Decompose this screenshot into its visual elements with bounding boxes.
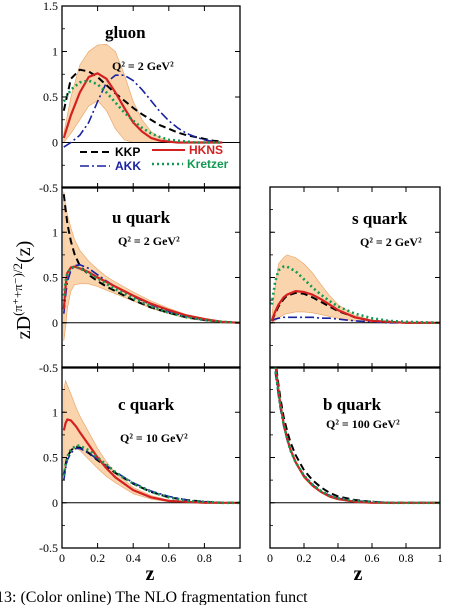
q2-label-u-quark: Q² = 2 GeV²	[118, 234, 180, 248]
x-tick-label-b-quark: 0	[267, 551, 273, 565]
panel-title-u-quark: u quark	[112, 208, 171, 227]
y-tick-label-gluon: 1.5	[43, 0, 58, 13]
panel-title-gluon: gluon	[105, 23, 146, 42]
y-tick-label-u-quark: 0.5	[43, 271, 58, 285]
y-axis-label-superscript: (π⁺+π⁻)/2	[10, 263, 25, 316]
panel-title-b-quark: b quark	[323, 395, 382, 414]
x-axis-label-right: z	[354, 563, 363, 585]
plot-area-s-quark	[270, 254, 440, 325]
x-tick-label-b-quark: 1	[437, 551, 443, 565]
x-tick-label-c-quark: 0.2	[90, 551, 105, 565]
series-kretzer-c-quark	[62, 444, 240, 505]
panel-b-quark: 0 0.2 0.4 0.6 0.8 1 b quark Q² = 100 GeV²	[267, 366, 443, 565]
x-tick-label-b-quark: 0.6	[365, 551, 380, 565]
x-tick-label-b-quark: 0.4	[331, 551, 346, 565]
y-tick-label-u-quark: 1	[52, 225, 58, 239]
y-tick-label-u-quark: 0	[52, 316, 58, 330]
series-hkns-b-quark	[274, 367, 440, 504]
y-tick-label-gluon: 0.5	[43, 90, 58, 104]
series-kretzer-u-quark	[62, 265, 240, 325]
y-tick-label-c-quark: -0.5	[39, 541, 58, 555]
series-kretzer-b-quark	[273, 367, 440, 505]
y-tick-label-gluon: 0	[52, 136, 58, 150]
plot-area-gluon	[62, 43, 240, 148]
y-tick-label-gluon: -0.5	[39, 181, 58, 195]
series-akk-gluon	[63, 74, 223, 148]
x-axis-label-left: z	[146, 563, 155, 585]
q2-label-gluon: Q² = 2 GeV²	[112, 59, 174, 73]
q2-label-s-quark: Q² = 2 GeV²	[360, 235, 422, 249]
y-tick-label-u-quark: -0.5	[39, 361, 58, 375]
uncertainty-band-s-quark	[271, 254, 440, 324]
legend-hkns-label: HKNS	[189, 143, 223, 157]
series-hkns-gluon	[62, 72, 223, 144]
x-tick-label-c-quark: 0	[59, 551, 65, 565]
y-axis-label-tail: (z)	[13, 241, 35, 263]
series-kkp-u-quark	[62, 194, 240, 324]
panel-title-c-quark: c quark	[118, 395, 175, 414]
y-tick-label-c-quark: 0.5	[43, 451, 58, 465]
legend-kretzer-label: Kretzer	[187, 157, 229, 171]
figure-caption: 13: (Color online) The NLO fragmentation…	[0, 589, 308, 605]
legend-kkp-label: KKP	[115, 145, 140, 159]
panel-s-quark: s quark Q² = 2 GeV²	[269, 186, 441, 369]
x-tick-label-c-quark: 1	[237, 551, 243, 565]
y-axis-label-main: zD	[13, 316, 35, 339]
q2-label-c-quark: Q² = 10 GeV²	[120, 431, 188, 445]
series-kretzer-gluon	[62, 79, 223, 144]
x-tick-label-c-quark: 0.8	[197, 551, 212, 565]
series-kkp-s-quark	[270, 291, 440, 324]
panel-title-s-quark: s quark	[352, 209, 408, 228]
q2-label-b-quark: Q² = 100 GeV²	[326, 417, 400, 431]
x-tick-label-c-quark: 0.6	[161, 551, 176, 565]
series-hkns-u-quark	[62, 265, 240, 324]
legend: KKP HKNS AKK Kretzer	[80, 143, 229, 173]
svg-text:zD(π⁺+π⁻)/2(z): zD(π⁺+π⁻)/2(z)	[10, 241, 35, 339]
legend-akk-label: AKK	[115, 159, 141, 173]
series-akk-b-quark	[274, 371, 440, 504]
plot-area-c-quark	[62, 379, 240, 505]
x-tick-label-b-quark: 0.2	[297, 551, 312, 565]
x-tick-label-b-quark: 0.8	[399, 551, 414, 565]
panel-gluon: -0.5 0 0.5 1 1.5 gluon Q² = 2 GeV²	[39, 0, 241, 195]
y-axis-label: zD(π⁺+π⁻)/2(z)	[10, 241, 35, 339]
y-tick-label-gluon: 1	[52, 45, 58, 59]
x-tick-label-c-quark: 0.4	[126, 551, 141, 565]
panel-u-quark: -0.5 0 0.5 1 u quark Q² = 2 GeV²	[39, 186, 241, 375]
series-hkns-s-quark	[270, 290, 440, 324]
y-tick-label-c-quark: 1	[52, 405, 58, 419]
y-tick-label-c-quark: 0	[52, 496, 58, 510]
series-kkp-c-quark	[62, 445, 240, 504]
plot-area-b-quark	[270, 367, 440, 505]
plot-area-u-quark	[62, 191, 240, 341]
